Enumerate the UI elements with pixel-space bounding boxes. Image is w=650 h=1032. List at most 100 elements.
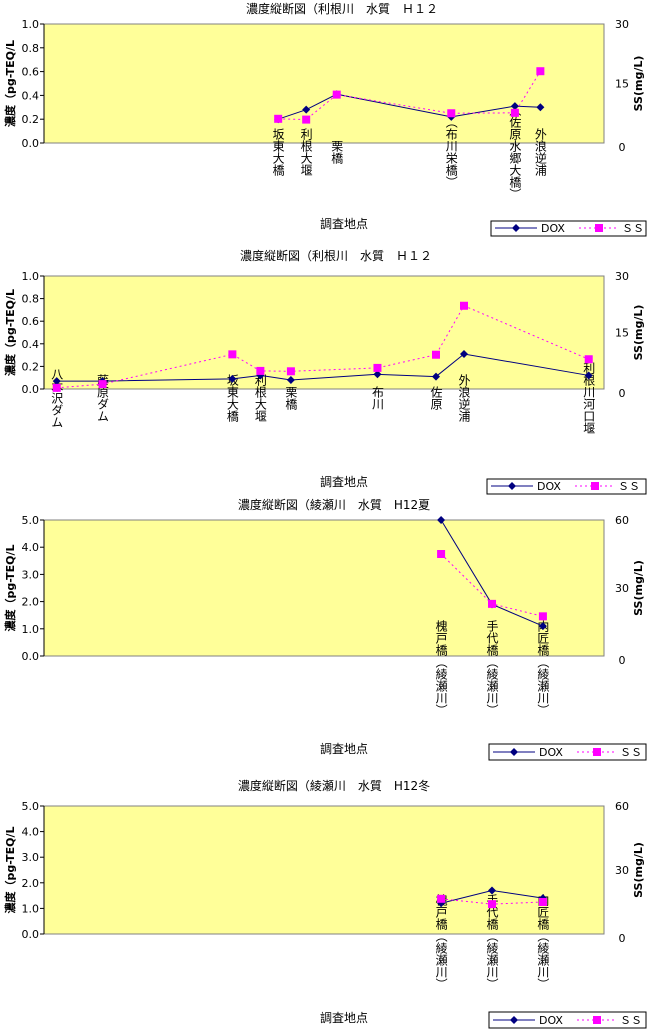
y-axis-label: 濃度（pg-TEQ/L (3, 826, 17, 913)
y-tick-label: 3.0 (22, 568, 40, 581)
legend-marker-dox (508, 482, 516, 490)
legend-label-dox: DOX (539, 746, 563, 759)
y-tick-label: 1.0 (22, 623, 40, 636)
legend-box (488, 743, 647, 761)
y-tick-label: 0.0 (22, 650, 40, 663)
y-tick-label: 5.0 (22, 514, 40, 527)
category-label: 利根川河口堰 (582, 362, 596, 434)
y-tick-label: 5.0 (22, 800, 40, 813)
chart-title: 濃度縦断図（利根川 水質 Ｈ１２ (246, 1, 438, 16)
y-tick-label: 1.0 (22, 902, 40, 915)
data-point-marker (373, 370, 382, 379)
category-label: 外浪逆浦 (457, 374, 471, 423)
y-tick-label: 3.0 (22, 851, 40, 864)
data-point-marker (510, 108, 519, 117)
category-label: 八木沢ダム (50, 368, 64, 428)
y2-tick-label: 30 (615, 18, 629, 31)
plot-area (43, 275, 605, 390)
y2-tick-label: 60 (615, 514, 629, 527)
chart-1: 濃度縦断図（利根川 水質 Ｈ１２ 0.0 0.2 0.4 0.6 0.8 1.0 0 15 30 濃… (3, 1, 647, 237)
legend: DOX ＳＳ (488, 743, 647, 761)
y2-axis-label: SS(mg/L) (632, 842, 645, 898)
category-label: （佐原水郷大橋） (508, 104, 522, 200)
y-tick-label: 0.2 (22, 360, 40, 373)
y2-tick-label: 15 (615, 78, 629, 91)
legend-label-dox: DOX (541, 222, 565, 235)
data-point-marker (98, 380, 107, 389)
legend-marker-dox (510, 1016, 518, 1024)
legend: DOX ＳＳ (486, 478, 647, 495)
series-line (278, 93, 541, 120)
data-point-marker (437, 894, 446, 903)
legend-marker-dox (512, 224, 520, 232)
category-label: 内匠橋（綾瀬川） (536, 894, 550, 990)
data-point-marker (332, 90, 341, 99)
y-tick-label: 4.0 (22, 541, 40, 554)
data-point-marker (286, 367, 295, 376)
data-point-marker (432, 350, 440, 359)
y-tick-label: 0.0 (22, 137, 40, 150)
plot-area (43, 519, 605, 657)
category-label: 槐戸橋（綾瀬川） (434, 619, 448, 716)
category-label: 栗橋 (330, 140, 344, 165)
y2-tick-label: 0 (619, 387, 626, 400)
legend-box (490, 220, 647, 237)
y-tick-label: 0.0 (22, 928, 40, 941)
data-point-marker (228, 350, 237, 359)
category-label: 手代橋（綾瀬川） (485, 620, 499, 716)
y-tick-label: 1.0 (22, 18, 40, 31)
data-point-marker (437, 550, 446, 558)
y-tick-label: 0.0 (22, 383, 40, 396)
data-point-marker (538, 622, 547, 631)
data-point-marker (52, 377, 61, 386)
data-point-marker (286, 375, 295, 384)
data-point-marker (584, 355, 593, 364)
chart-title: 濃度縦断図（綾瀬川 水質 H12夏 (238, 497, 430, 512)
data-point-marker (538, 612, 547, 621)
data-point-marker (538, 898, 547, 906)
x-axis-label: 調査地点 (320, 217, 368, 231)
series-ss (437, 550, 547, 621)
legend-label-ss: ＳＳ (620, 746, 642, 759)
data-point-marker (488, 900, 496, 909)
legend-marker-ss (591, 482, 599, 490)
y2-tick-label: 30 (615, 270, 629, 283)
legend-box (486, 478, 647, 495)
legend: DOX ＳＳ (490, 220, 647, 237)
data-point-marker (584, 371, 593, 380)
y2-axis-label: SS(mg/L) (632, 56, 645, 112)
data-point-marker (510, 102, 519, 111)
legend-label-dox: DOX (539, 1014, 563, 1027)
y2-tick-label: 0 (619, 654, 626, 667)
category-label: 利根大堰 (253, 374, 267, 422)
category-label: 佐原 (429, 386, 443, 410)
data-point-marker (256, 366, 265, 375)
legend-marker-ss (595, 224, 603, 232)
legend-label-dox: DOX (537, 480, 561, 493)
chart-title: 濃度縦断図（利根川 水質 Ｈ１２ (240, 248, 432, 263)
series-line (278, 70, 541, 121)
series-ss (274, 67, 545, 124)
y-tick-label: 0.6 (22, 315, 40, 328)
y2-tick-label: 15 (615, 327, 629, 340)
y-tick-label: 0.4 (22, 89, 40, 102)
category-label: 坂東大橋 (225, 374, 239, 423)
category-label: 手代橋（綾瀬川） (485, 894, 499, 990)
data-point-marker (228, 374, 237, 383)
data-point-marker (488, 886, 496, 895)
plot-area (43, 805, 605, 935)
data-point-marker (536, 67, 545, 76)
x-axis-label: 調査地点 (320, 742, 368, 756)
y2-tick-label: 30 (615, 864, 629, 877)
x-axis-label: 調査地点 (320, 475, 368, 489)
chart-4: 濃度縦断図（綾瀬川 水質 H12冬 0.0 1.0 2.0 3.0 4.0 5.0 0 30 60… (3, 778, 647, 1029)
y-tick-label: 0.2 (22, 113, 40, 126)
chart-title: 濃度縦断図（綾瀬川 水質 H12冬 (238, 778, 430, 793)
y-axis-label: 濃度（pg-TEQ/L (3, 289, 17, 376)
category-label: 栗橋 (284, 386, 298, 411)
y-tick-label: 0.8 (22, 293, 40, 306)
data-point-marker (302, 115, 311, 124)
y-tick-label: 0.8 (22, 42, 40, 55)
y2-tick-label: 0 (619, 932, 626, 945)
